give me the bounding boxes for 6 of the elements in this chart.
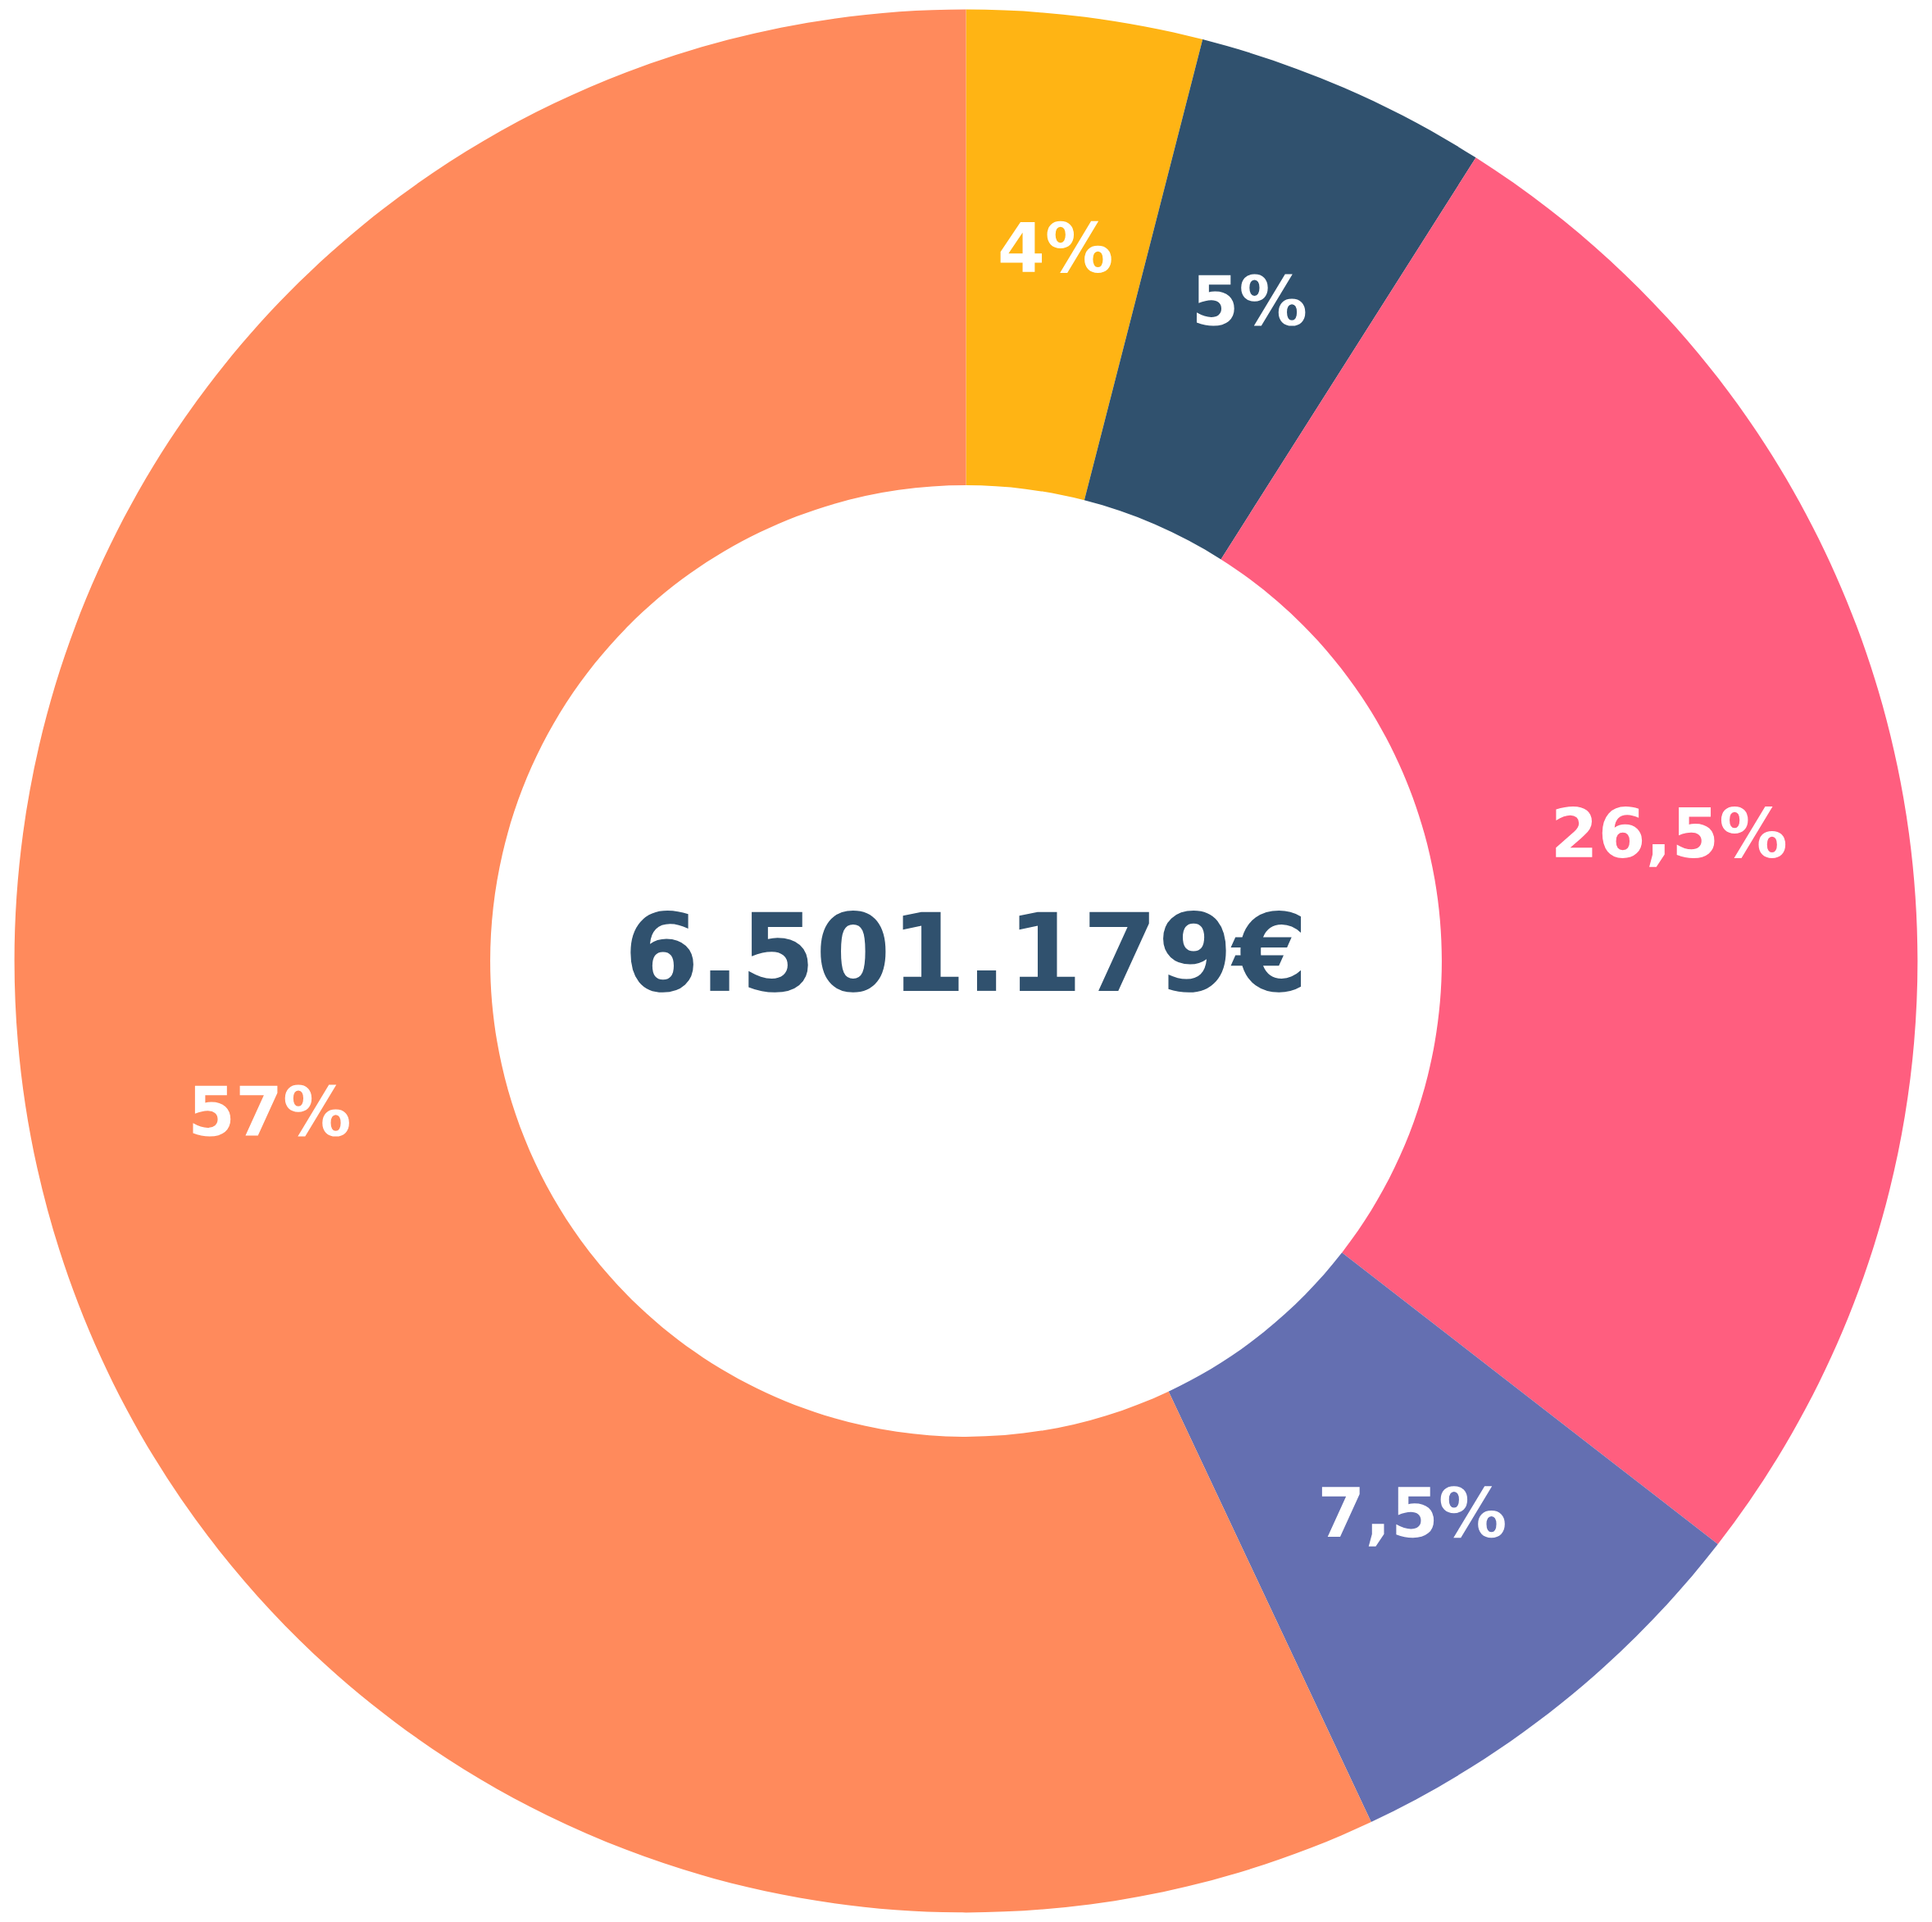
data-label: 7,5% [1321, 1486, 1505, 1547]
data-label: 4% [1000, 220, 1111, 273]
data-label: 26,5% [1556, 806, 1786, 867]
data-label: 57% [193, 1084, 349, 1137]
data-label: 5% [1196, 274, 1306, 326]
text: 6.501.179€ [630, 910, 1302, 993]
